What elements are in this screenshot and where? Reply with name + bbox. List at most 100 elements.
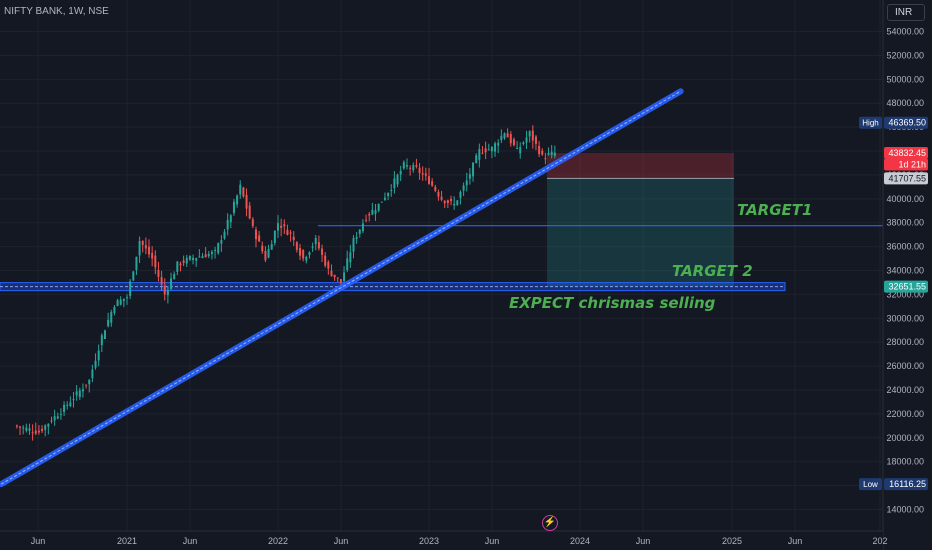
y-tick-label: 34000.00 [886,266,924,276]
candle [512,139,515,146]
price-badge-value: 16116.25 [889,479,926,489]
price-badge [884,147,928,160]
candle [321,248,324,255]
x-tick-label: 2024 [570,536,590,546]
profit-zone[interactable] [547,178,734,287]
candle [346,258,349,271]
candle [135,256,138,270]
candle [273,230,276,244]
candle [66,404,69,406]
candle [116,300,119,307]
candle [472,162,475,177]
candle [371,209,374,215]
candle [409,167,412,169]
candle [100,335,103,346]
candle [97,350,100,361]
price-axis[interactable] [883,0,932,550]
candle [28,428,31,431]
candle [277,223,279,231]
candle [214,249,217,251]
candle [81,389,84,392]
price-badge-value: 46369.50 [888,118,926,128]
candle [113,306,116,313]
candle [538,145,541,155]
candle [132,271,135,281]
time-axis[interactable] [0,531,883,550]
price-badge-label: Low [863,480,878,489]
candle [314,238,317,245]
candle [308,252,311,256]
candle [352,238,355,252]
candle [148,246,151,255]
y-tick-label: 14000.00 [886,504,924,514]
y-tick-label: 54000.00 [886,27,924,37]
candle [173,273,176,280]
candle [462,185,465,191]
candle [50,420,53,422]
candle [176,261,179,272]
candle [261,245,264,252]
candle [289,232,292,234]
candle [63,404,66,412]
candle [324,255,327,266]
price-badge-value: 43832.45 [888,148,926,158]
y-tick-label: 18000.00 [886,457,924,467]
candle [170,278,173,289]
y-tick-label: 36000.00 [886,242,924,252]
price-badge-value: 1d 21h [898,160,926,170]
candle [503,133,506,139]
candle [280,225,283,228]
candle [424,173,427,176]
candle [349,252,352,263]
y-tick-label: 48000.00 [886,98,924,108]
candle [122,298,125,301]
candle [245,194,248,209]
candle [500,135,503,141]
price-badge [884,172,928,185]
candle [37,430,40,433]
candle [343,272,346,282]
candle [75,391,78,396]
y-tick-label: 28000.00 [886,337,924,347]
candle [305,256,308,261]
candle [368,214,371,216]
candle [387,192,390,196]
candle [267,249,270,258]
candle [434,186,437,191]
candle [119,299,122,305]
x-tick-label: Jun [31,536,46,546]
candle [207,253,210,257]
x-tick-label: Jun [485,536,500,546]
candle [380,201,383,203]
candle [44,425,47,430]
candle [456,200,459,205]
candle [248,205,251,219]
candle [405,165,408,167]
candle [450,199,453,202]
candle [107,319,110,327]
candle [217,243,220,254]
stop-loss-zone[interactable] [547,153,734,179]
candle [453,203,456,206]
candle [428,176,430,184]
candle [47,423,50,427]
candle [192,257,195,261]
candle [299,248,302,256]
candle [195,258,198,261]
candle [377,203,380,211]
x-tick-label: 2022 [268,536,288,546]
lightning-icon[interactable]: ⚡ [542,515,558,531]
y-tick-label: 26000.00 [886,361,924,371]
candle [509,134,512,144]
candle [478,149,481,160]
candle [270,243,273,250]
target1-annotation: TARGET1 [737,201,813,219]
candle [22,427,25,429]
candle [110,312,113,323]
candle [53,416,56,421]
candle [446,200,449,203]
y-tick-label: 50000.00 [886,74,924,84]
currency-button[interactable]: INR [887,4,925,21]
